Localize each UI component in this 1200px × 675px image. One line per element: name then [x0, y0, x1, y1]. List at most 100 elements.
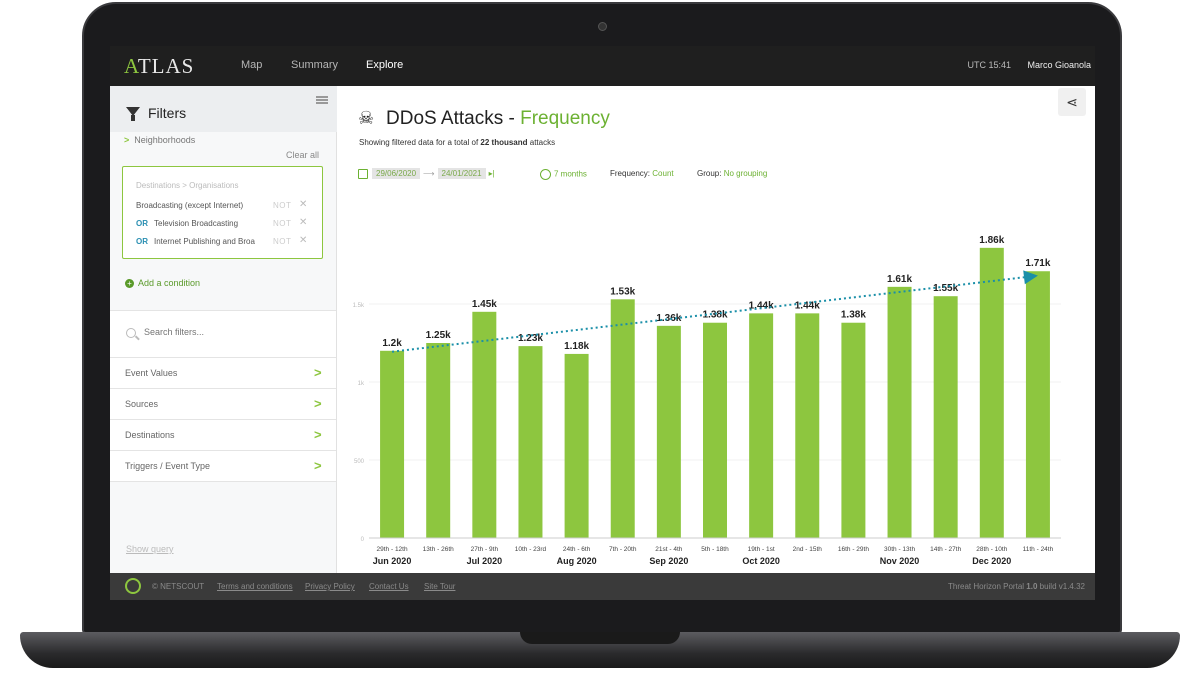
bar	[380, 350, 405, 538]
laptop-notch	[520, 632, 680, 644]
frequency-select[interactable]: Frequency: Count	[610, 169, 674, 178]
skull-icon: ☠	[358, 108, 375, 128]
footer: © NETSCOUT Terms and conditions Privacy …	[110, 573, 1095, 600]
subtitle-total: 22 thousand	[480, 138, 528, 147]
category-label: Sources	[125, 399, 159, 409]
footer-link-privacy[interactable]: Privacy Policy	[305, 582, 355, 591]
bar	[887, 286, 912, 538]
month-label: Sep 2020	[649, 556, 688, 566]
bar	[795, 313, 820, 538]
y-tick-label: 500	[354, 459, 365, 465]
category-event-values[interactable]: Event Values >	[110, 358, 336, 389]
screen: ATLAS Map Summary Explore UTC 15:41 Marc…	[110, 46, 1095, 600]
skip-end-icon[interactable]: ▸|	[488, 169, 495, 178]
y-tick-label: 0	[361, 537, 365, 543]
share-icon: ⋖	[1066, 94, 1078, 110]
condition-title: Destinations > Organisations	[136, 181, 239, 190]
bar	[1025, 271, 1050, 538]
trend-line	[391, 275, 1031, 353]
x-tick-label: 13th - 26th	[423, 546, 454, 553]
bar	[841, 322, 866, 538]
remove-icon[interactable]: ✕	[299, 217, 308, 228]
x-tick-label: 11th - 24th	[1023, 546, 1054, 553]
date-to[interactable]: 24/01/2021	[437, 168, 486, 179]
plus-icon: +	[125, 279, 134, 288]
clear-all-link[interactable]: Clear all	[286, 150, 320, 160]
condition-label: Internet Publishing and Broa	[154, 237, 255, 246]
x-tick-label: 29th - 12th	[377, 546, 408, 553]
condition-box: Destinations > Organisations Broadcastin…	[122, 166, 323, 259]
calendar-icon[interactable]	[358, 168, 368, 179]
show-query-link[interactable]: Show query	[126, 544, 174, 554]
x-tick-label: 5th - 18th	[701, 546, 729, 553]
category-sources[interactable]: Sources >	[110, 389, 336, 420]
not-toggle[interactable]: NOT	[273, 201, 292, 210]
filters-header: Filters	[110, 86, 337, 132]
nav-explore[interactable]: Explore	[366, 59, 404, 71]
bar	[979, 247, 1004, 538]
group-label: Group:	[697, 169, 722, 178]
page-subtitle: Showing filtered data for a total of 22 …	[359, 138, 555, 147]
bar	[703, 322, 727, 538]
data-label: 1.36k	[656, 313, 681, 324]
bar	[426, 343, 451, 538]
category-destinations[interactable]: Destinations >	[110, 420, 336, 451]
month-label: Nov 2020	[880, 556, 920, 566]
month-label: Aug 2020	[557, 556, 597, 566]
subtitle-text: Showing filtered data for a total of	[359, 138, 481, 147]
bar	[610, 299, 635, 538]
condition-item[interactable]: OR Television Broadcasting	[136, 219, 269, 228]
chevron-right-icon: >	[314, 458, 322, 473]
menu-icon[interactable]	[316, 96, 328, 104]
add-condition-label: Add a condition	[138, 278, 201, 288]
nav-map[interactable]: Map	[241, 59, 263, 71]
user-name[interactable]: Marco Gioanola	[1027, 60, 1091, 70]
duration[interactable]: 7 months	[540, 169, 587, 180]
funnel-icon	[126, 107, 140, 121]
data-label: 1.23k	[518, 333, 543, 344]
condition-label: Television Broadcasting	[154, 219, 239, 228]
date-from[interactable]: 29/06/2020	[372, 168, 421, 179]
neighborhoods-label: Neighborhoods	[134, 135, 196, 145]
group-select[interactable]: Group: No grouping	[697, 169, 767, 178]
footer-link-terms[interactable]: Terms and conditions	[217, 582, 293, 591]
remove-icon[interactable]: ✕	[299, 235, 308, 246]
bar	[656, 325, 681, 538]
chevron-right-icon: >	[124, 135, 130, 145]
remove-icon[interactable]: ✕	[299, 199, 308, 210]
clock-icon	[540, 169, 551, 180]
data-label: 1.45k	[472, 299, 497, 310]
share-button[interactable]: ⋖	[1058, 88, 1086, 116]
footer-link-contact[interactable]: Contact Us	[369, 582, 409, 591]
condition-item[interactable]: Broadcasting (except Internet)	[136, 201, 269, 210]
search-filters-input[interactable]	[144, 327, 314, 337]
not-toggle[interactable]: NOT	[273, 219, 292, 228]
frequency-label: Frequency:	[610, 169, 651, 178]
chevron-right-icon: >	[314, 427, 322, 442]
footer-link-tour[interactable]: Site Tour	[424, 582, 456, 591]
month-label: Oct 2020	[742, 556, 780, 566]
condition-item[interactable]: OR Internet Publishing and Broa	[136, 237, 269, 246]
category-label: Event Values	[125, 368, 178, 378]
nav-summary[interactable]: Summary	[291, 59, 339, 71]
search-filters-row	[110, 310, 336, 358]
neighborhoods-toggle[interactable]: > Neighborhoods	[124, 135, 195, 145]
netscout-logo	[125, 578, 141, 594]
add-condition-button[interactable]: + Add a condition	[125, 278, 200, 288]
condition-label: Broadcasting (except Internet)	[136, 201, 244, 210]
x-tick-label: 19th - 1st	[748, 546, 775, 553]
x-tick-label: 30th - 13th	[884, 546, 915, 553]
x-tick-label: 7th - 20th	[609, 546, 637, 553]
or-operator: OR	[136, 237, 148, 246]
title-main: DDoS Attacks -	[386, 108, 521, 129]
not-toggle[interactable]: NOT	[273, 237, 292, 246]
utc-time: UTC 15:41	[967, 60, 1011, 70]
atlas-logo[interactable]: ATLAS	[124, 54, 195, 78]
version-number: 1.0	[1026, 582, 1038, 591]
version-text: Threat Horizon Portal	[948, 582, 1027, 591]
x-tick-label: 2nd - 15th	[793, 546, 823, 553]
category-triggers[interactable]: Triggers / Event Type >	[110, 451, 336, 482]
month-label: Dec 2020	[972, 556, 1011, 566]
search-icon	[126, 328, 136, 338]
